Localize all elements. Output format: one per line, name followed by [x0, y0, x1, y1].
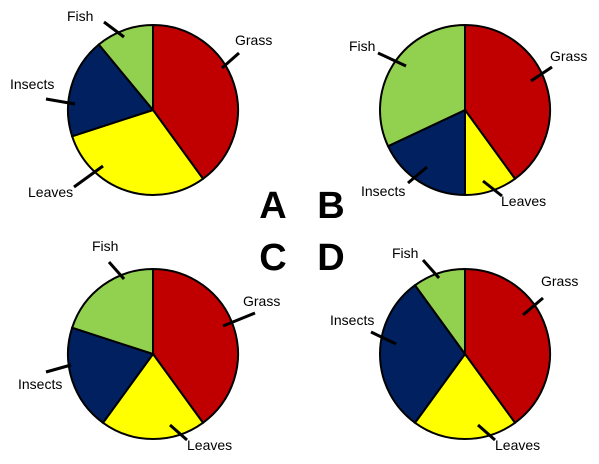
pie-c-label-fish: Fish: [92, 238, 118, 254]
pie-c-leader-insects: [45, 363, 72, 374]
pie-a-slice-fish: [97, 23, 154, 113]
pie-a-label-insects: Insects: [10, 76, 54, 92]
pie-d-label-insects: Insects: [330, 312, 374, 328]
pie-c-label-leaves: Leaves: [187, 437, 232, 453]
pie-c-slice-fish: [70, 267, 154, 356]
pie-d-leader-leaves: [477, 423, 496, 442]
letter-d: D: [317, 237, 344, 279]
letter-b: B: [317, 185, 344, 227]
pie-d-label-fish: Fish: [392, 245, 418, 261]
pie-a-leader-leaves: [73, 164, 104, 189]
pie-b-slice-grass: [464, 23, 551, 181]
pie-d-label-grass: Grass: [541, 273, 578, 289]
pie-d-slice-fish: [413, 267, 466, 358]
pie-b-leader-leaves: [482, 179, 503, 198]
pie-a-leader-grass: [221, 51, 240, 70]
pie-c-leader-leaves: [169, 423, 188, 442]
pie-a-label-grass: Grass: [235, 32, 272, 48]
pie-c-slice-insects: [67, 326, 155, 425]
pie-c-slice-grass: [152, 267, 239, 425]
pie-c-label-grass: Grass: [243, 293, 280, 309]
pie-a: Grass Leaves Insects Fish: [10, 8, 272, 200]
pie-d-slice-grass: [464, 267, 551, 425]
pie-c-slice-leaves: [101, 352, 205, 440]
pie-b-leader-insects: [407, 165, 428, 185]
pie-c-label-insects: Insects: [18, 376, 62, 392]
pie-d-leader-insects: [370, 330, 397, 346]
pie-b-label-insects: Insects: [361, 183, 405, 199]
pie-d-slice-leaves: [413, 352, 517, 440]
pie-b: Grass Leaves Insects Fish: [349, 23, 587, 209]
pie-d: Grass Leaves Insects Fish: [330, 245, 578, 453]
pie-b-label-leaves: Leaves: [501, 193, 546, 209]
pie-a-leader-insects: [45, 97, 76, 106]
pie-a-label-leaves: Leaves: [28, 184, 73, 200]
pie-c-leader-fish: [107, 261, 126, 280]
pie-b-leader-fish: [377, 51, 407, 68]
pie-d-label-leaves: Leaves: [495, 437, 540, 453]
letter-a: A: [259, 185, 286, 227]
letter-c: C: [259, 237, 286, 279]
pie-c: Grass Leaves Insects Fish: [18, 238, 280, 453]
pie-a-leader-fish: [103, 20, 125, 39]
pie-a-slice-leaves: [70, 108, 205, 196]
pie-d-leader-fish: [421, 259, 441, 279]
pie-d-leader-grass: [522, 296, 544, 317]
pie-d-slice-insects: [379, 283, 467, 425]
pie-c-leader-grass: [222, 311, 256, 328]
pie-b-label-fish: Fish: [349, 38, 375, 54]
pie-a-label-fish: Fish: [67, 8, 93, 24]
pie-b-leader-grass: [530, 65, 553, 83]
pie-b-label-grass: Grass: [550, 48, 587, 64]
pie-b-slice-fish: [379, 23, 466, 148]
pie-b-slice-insects: [386, 108, 466, 197]
pie-a-slice-grass: [152, 23, 239, 181]
pie-a-slice-insects: [67, 43, 155, 138]
